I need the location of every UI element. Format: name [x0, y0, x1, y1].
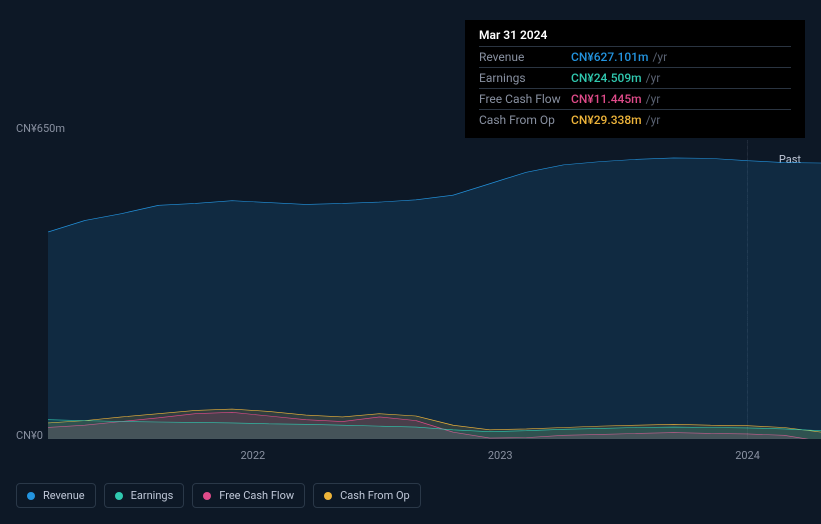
legend-dot-icon: [27, 492, 35, 500]
tooltip-row-value: CN¥11.445m: [571, 92, 642, 106]
x-axis-label: 2022: [240, 449, 265, 462]
tooltip-date: Mar 31 2024: [479, 28, 791, 46]
legend-label: Earnings: [131, 489, 174, 502]
legend-label: Cash From Op: [340, 489, 410, 502]
chart-plot[interactable]: [48, 140, 821, 439]
legend-dot-icon: [115, 492, 123, 500]
x-axis-label: 2023: [488, 449, 513, 462]
legend-item-free-cash-flow[interactable]: Free Cash Flow: [192, 483, 305, 508]
tooltip-row: Free Cash FlowCN¥11.445m/yr: [479, 88, 791, 109]
tooltip-row-suffix: /yr: [652, 50, 667, 64]
legend-dot-icon: [324, 492, 332, 500]
y-axis-max-label: CN¥650m: [16, 122, 65, 135]
tooltip-row-label: Earnings: [479, 71, 571, 85]
tooltip-row-value: CN¥627.101m: [571, 50, 648, 64]
legend-dot-icon: [203, 492, 211, 500]
tooltip-row-suffix: /yr: [646, 113, 661, 127]
tooltip-row: Cash From OpCN¥29.338m/yr: [479, 109, 791, 130]
legend-label: Revenue: [43, 489, 85, 502]
tooltip-row-label: Free Cash Flow: [479, 92, 571, 106]
legend-item-cash-from-op[interactable]: Cash From Op: [313, 483, 421, 508]
tooltip-row-label: Cash From Op: [479, 113, 571, 127]
tooltip-row-suffix: /yr: [646, 92, 661, 106]
legend-label: Free Cash Flow: [219, 489, 294, 502]
tooltip-row-value: CN¥29.338m: [571, 113, 642, 127]
legend-item-earnings[interactable]: Earnings: [104, 483, 185, 508]
chart-area: CN¥650m CN¥0 Past 202220232024: [16, 125, 821, 464]
chart-legend: Revenue Earnings Free Cash Flow Cash From O…: [16, 483, 421, 508]
tooltip-row-value: CN¥24.509m: [571, 71, 642, 85]
tooltip-row-label: Revenue: [479, 50, 571, 64]
legend-item-revenue[interactable]: Revenue: [16, 483, 96, 508]
y-axis-min-label: CN¥0: [16, 429, 43, 442]
tooltip-row-suffix: /yr: [646, 71, 661, 85]
tooltip-row: RevenueCN¥627.101m/yr: [479, 46, 791, 67]
x-axis-label: 2024: [735, 449, 760, 462]
chart-tooltip: Mar 31 2024 RevenueCN¥627.101m/yrEarning…: [465, 20, 805, 138]
tooltip-row: EarningsCN¥24.509m/yr: [479, 67, 791, 88]
